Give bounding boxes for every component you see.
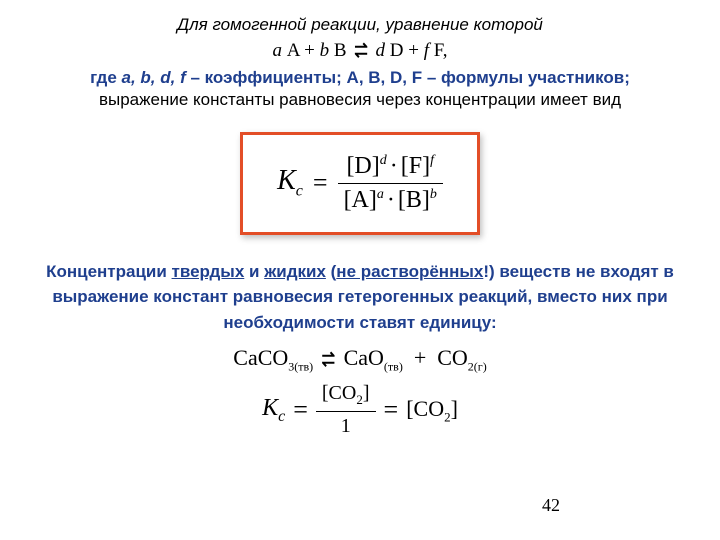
cao: CaO (344, 345, 384, 370)
den2: 1 (335, 413, 357, 440)
co2: CO (437, 345, 468, 370)
fraction-bar-2 (316, 411, 376, 412)
mid: – коэффициенты; (186, 68, 347, 87)
dot: · (384, 187, 398, 213)
plus-2: + (408, 40, 423, 61)
exp-a: a (377, 187, 384, 202)
fraction-bar (338, 183, 443, 184)
coef-d: d (375, 40, 385, 61)
result-co2: [CO (406, 396, 444, 421)
equilibrium-arrows-icon: ⇀↽ (351, 44, 370, 58)
K2: K (262, 395, 278, 421)
equilibrium-arrows-icon: ⇀↽ (319, 353, 338, 367)
B-term: [B] (398, 187, 430, 213)
kc2-equation: Kc = [CO2] 1 = [CO2] (30, 380, 690, 440)
t2: и (244, 262, 264, 281)
heterogeneous-note: Концентрации твердых и жидких (не раство… (30, 259, 690, 336)
kc-equation: Kc = [D]d·[F]f [A]a·[B]b (277, 151, 443, 216)
page-number: 42 (542, 495, 560, 516)
hetero-reaction: CaCO3(тв) ⇀↽ CaO(тв) + CO2(г) (30, 345, 690, 374)
species-A: A (287, 40, 300, 61)
equals3: = (384, 395, 399, 425)
comma: , (443, 40, 448, 61)
t1: Концентрации (46, 262, 171, 281)
co2-bracket: [CO (322, 382, 356, 404)
F-term: [F] (401, 153, 430, 179)
u-solid: твердых (172, 262, 245, 281)
reaction-equation: a A + b B ⇀↽ d D + f F, (30, 40, 690, 62)
equals2: = (293, 395, 308, 425)
coef-b: b (320, 40, 330, 61)
c-subscript: c (296, 183, 303, 200)
t3: ( (326, 262, 336, 281)
plus-1: + (304, 40, 319, 61)
exp-f: f (430, 153, 434, 168)
species-symbols: A, B, D, F (347, 68, 423, 87)
exp-d: d (380, 153, 387, 168)
num2: [CO2] (316, 380, 376, 410)
cao-sub: (тв) (384, 359, 403, 373)
coef-a: a (272, 40, 282, 61)
c2-subscript: c (278, 408, 285, 425)
kc2-symbol: Kc (262, 395, 285, 426)
result-close: ] (451, 396, 458, 421)
denominator: [A]a·[B]b (338, 185, 443, 216)
A-term: [A] (344, 187, 377, 213)
coef-f: f (424, 40, 429, 61)
numerator: [D]d·[F]f (340, 151, 440, 182)
coefficients-line: где a, b, d, f – коэффициенты; A, B, D, … (30, 68, 690, 88)
equals: = (313, 168, 328, 198)
subline: выражение константы равновесия через кон… (30, 90, 690, 110)
K: K (277, 165, 296, 196)
pre: где (90, 68, 121, 87)
kc2-fraction: [CO2] 1 (316, 380, 376, 440)
caco3: CaCO (233, 345, 288, 370)
u-undissolved: не растворённых (336, 262, 483, 281)
kc-fraction: [D]d·[F]f [A]a·[B]b (338, 151, 443, 216)
D-term: [D] (346, 153, 379, 179)
post: – формулы участников; (422, 68, 630, 87)
species-D: D (390, 40, 404, 61)
caco3-sub: 3(тв) (288, 359, 313, 373)
kc2-result: [CO2] (406, 396, 458, 425)
co2-sub: 2(г) (468, 359, 487, 373)
dot: · (387, 153, 401, 179)
species-B: B (334, 40, 347, 61)
exp-b: b (430, 187, 437, 202)
u-liquid: жидких (264, 262, 326, 281)
close: ] (363, 382, 370, 404)
intro-line: Для гомогенной реакции, уравнение которо… (30, 12, 690, 38)
kc-symbol: Kc (277, 165, 303, 201)
species-F: F (434, 40, 443, 61)
kc-formula-box: Kc = [D]d·[F]f [A]a·[B]b (240, 132, 480, 235)
coef-letters: a, b, d, f (122, 68, 186, 87)
